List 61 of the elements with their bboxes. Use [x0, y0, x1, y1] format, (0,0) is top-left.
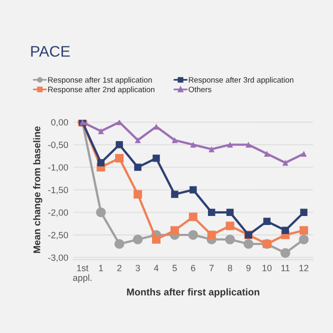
y-tick-label: -1,00 — [48, 164, 68, 172]
x-tick-label: 12 — [299, 264, 308, 272]
point — [300, 208, 308, 216]
point — [114, 239, 124, 249]
y-tick-label: -2,00 — [48, 209, 68, 217]
point — [300, 150, 307, 157]
point — [171, 190, 178, 198]
point — [153, 124, 160, 130]
point — [245, 142, 252, 148]
point — [264, 150, 270, 157]
chart-title: PACE — [31, 46, 70, 57]
point — [207, 230, 216, 240]
point — [226, 222, 234, 230]
point — [134, 164, 142, 171]
x-tick-label: 6 — [191, 264, 196, 272]
point — [97, 159, 105, 166]
point — [227, 142, 234, 148]
point — [282, 226, 289, 234]
x-tick-label: 9 — [246, 264, 251, 272]
x-tick-label: 11 — [281, 264, 290, 272]
point — [190, 142, 196, 148]
y-tick-label: -2,50 — [48, 232, 68, 240]
point — [282, 160, 288, 166]
point — [226, 208, 234, 216]
point — [134, 190, 142, 199]
point — [98, 128, 104, 134]
x-axis-title: Months after first application — [127, 288, 260, 298]
point — [263, 218, 271, 226]
x-tick-label: 10 — [262, 264, 272, 272]
point — [188, 212, 198, 222]
point — [152, 154, 160, 162]
x-tick-label: 3 — [136, 264, 140, 272]
x-tick-label: 7 — [210, 264, 214, 272]
point — [280, 248, 290, 258]
point — [188, 230, 198, 240]
point — [152, 235, 160, 244]
point — [115, 154, 124, 162]
y-axis-title: Mean change from baseline — [33, 126, 42, 253]
y-tick-label: -0,50 — [48, 142, 68, 150]
point — [134, 137, 141, 144]
point — [170, 226, 179, 235]
point — [225, 234, 235, 244]
point — [300, 226, 308, 235]
y-tick-label: 0,00 — [51, 119, 68, 127]
point — [190, 186, 197, 194]
x-tick-label: 1 — [99, 264, 103, 272]
point — [208, 146, 215, 152]
x-tick-label: 1st appl. — [73, 264, 92, 283]
point — [298, 234, 309, 244]
point — [172, 137, 178, 144]
x-tick-label: 5 — [172, 264, 177, 272]
point — [116, 141, 123, 148]
x-tick-label: 4 — [154, 264, 158, 272]
x-tick-label: 8 — [228, 264, 232, 272]
point — [96, 208, 106, 218]
point — [244, 239, 254, 249]
x-tick-label: 2 — [117, 264, 122, 272]
y-tick-label: -1,50 — [48, 186, 68, 194]
point — [132, 234, 143, 244]
point — [208, 208, 216, 216]
y-tick-label: -3,00 — [48, 254, 68, 262]
